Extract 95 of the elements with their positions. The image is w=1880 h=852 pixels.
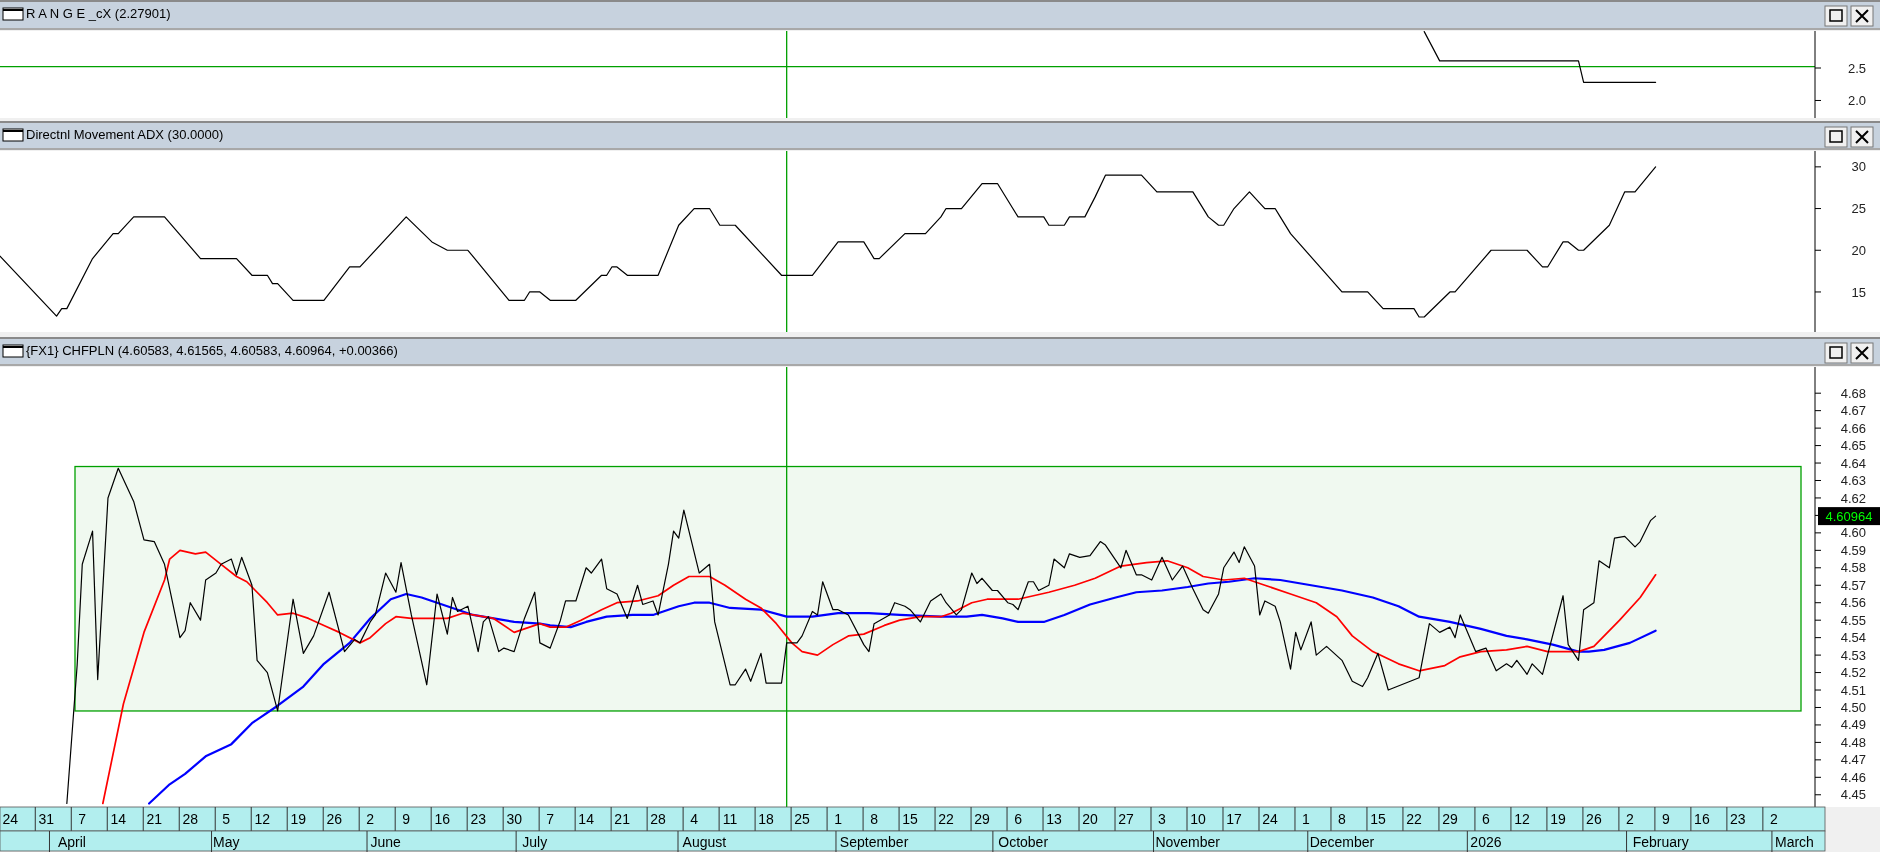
x-tick-label: 12	[1514, 811, 1530, 827]
x-tick-label: 1	[834, 811, 843, 827]
x-tick-label: 12	[254, 811, 271, 827]
y-tick-label: 4.57	[1840, 577, 1866, 593]
x-tick-label: 6	[1482, 811, 1491, 827]
x-tick-label: 3	[1158, 811, 1167, 827]
x-tick-label: 22	[1406, 811, 1422, 827]
x-tick-label: 31	[38, 811, 55, 827]
x2-tick-label: March	[1774, 834, 1814, 850]
y-tick-label: 4.52	[1840, 665, 1866, 681]
x-tick-label: 29	[974, 811, 991, 827]
x-tick-label: 19	[290, 811, 307, 827]
x-tick-label: 11	[722, 811, 738, 827]
y-tick-label: 30	[1851, 159, 1866, 175]
x-tick-label: 23	[1730, 811, 1746, 827]
y-tick-label: 4.64	[1840, 455, 1866, 471]
x-tick-label: 26	[326, 811, 343, 827]
x-tick-label: 9	[402, 811, 411, 827]
x2-tick-label: June	[370, 834, 402, 850]
x2-tick-label: 2026	[1470, 834, 1502, 850]
x-tick-label: 23	[470, 811, 487, 827]
y-tick-label: 4.53	[1840, 647, 1866, 663]
y-tick-label: 4.51	[1840, 682, 1866, 698]
chart-title: Directnl Movement ADX (30.0000)	[26, 127, 224, 142]
x-tick-label: 6	[1014, 811, 1023, 827]
x-tick-label: 2	[1626, 811, 1634, 827]
x-tick-label: 1	[1302, 811, 1311, 827]
x-tick-label: 21	[614, 811, 631, 827]
y-tick-label: 4.46	[1840, 769, 1866, 785]
y-tick-label: 4.62	[1840, 490, 1866, 506]
y-tick-label: 4.45	[1840, 787, 1866, 803]
x2-tick-label: April	[57, 834, 86, 850]
x-tick-label: 5	[222, 811, 231, 827]
x-tick-label: 2	[1769, 811, 1778, 827]
x-tick-label: 15	[902, 811, 919, 827]
x-tick-label: 4	[690, 811, 699, 827]
x-tick-label: 16	[1694, 811, 1710, 827]
x-tick-label: 19	[1550, 811, 1566, 827]
x-tick-label: 18	[758, 811, 775, 827]
y-tick-label: 4.68	[1840, 385, 1866, 401]
y-tick-label: 2.5	[1847, 60, 1866, 76]
x-tick-label: 25	[794, 811, 811, 827]
y-tick-label: 4.65	[1840, 438, 1866, 454]
x-tick-label: 10	[1190, 811, 1206, 827]
x2-tick-label: September	[839, 834, 909, 850]
x-tick-label: 14	[578, 811, 595, 827]
y-tick-label: 4.66	[1840, 420, 1866, 436]
x-tick-label: 22	[938, 811, 955, 827]
x-tick-label: 26	[1586, 811, 1602, 827]
x2-tick-label: December	[1309, 834, 1375, 850]
y-tick-label: 25	[1851, 201, 1866, 217]
y-tick-label: 4.55	[1840, 612, 1866, 628]
y-tick-label: 4.48	[1840, 734, 1866, 750]
y-tick-label: 4.67	[1840, 403, 1866, 419]
x-tick-label: 28	[182, 811, 199, 827]
x2-tick-label: October	[998, 834, 1049, 850]
chart-title: {FX1} CHFPLN (4.60583, 4.61565, 4.60583, 4.60964, +0.00366)	[26, 343, 398, 358]
x-tick-label: 7	[546, 811, 555, 827]
x-tick-label: 8	[870, 811, 879, 827]
y-tick-label: 4.59	[1840, 542, 1866, 558]
x2-tick-label: November	[1155, 834, 1221, 850]
y-tick-label: 4.58	[1840, 560, 1866, 576]
x-tick-label: 24	[2, 811, 19, 827]
chart-title: R A N G E _cX (2.27901)	[26, 6, 171, 21]
y-tick-label: 4.49	[1840, 717, 1866, 733]
y-tick-label: 4.47	[1840, 752, 1866, 768]
y-tick-label: 4.50	[1840, 700, 1866, 716]
y-tick-label: 4.60	[1840, 525, 1866, 541]
x-tick-label: 17	[1226, 811, 1242, 827]
y-tick-label: 4.63	[1840, 473, 1866, 489]
y-tick-label: 15	[1851, 284, 1866, 300]
y-tick-label: 20	[1851, 242, 1866, 258]
text: 4.60964	[1825, 508, 1873, 524]
y-tick-label: 4.54	[1840, 630, 1866, 646]
x-tick-label: 24	[1262, 811, 1278, 827]
x2-tick-label: August	[682, 834, 727, 850]
x-tick-label: 20	[1082, 811, 1099, 827]
x-tick-label: 7	[78, 811, 87, 827]
x-tick-label: 21	[146, 811, 163, 827]
x-tick-label: 8	[1338, 811, 1347, 827]
y-tick-label: 4.56	[1840, 595, 1866, 611]
x-tick-label: 29	[1442, 811, 1458, 827]
x-tick-label: 30	[506, 811, 523, 827]
x2-tick-label: July	[522, 834, 548, 850]
x-tick-label: 13	[1046, 811, 1063, 827]
x-tick-label: 9	[1661, 811, 1670, 827]
x-tick-label: 2	[366, 811, 375, 827]
y-tick-label: 2.0	[1847, 93, 1866, 109]
x-tick-label: 16	[434, 811, 451, 827]
x-tick-label: 27	[1118, 811, 1135, 827]
x-tick-label: 15	[1370, 811, 1386, 827]
x-tick-label: 28	[650, 811, 667, 827]
x2-tick-label: February	[1632, 834, 1689, 850]
x2-tick-label: May	[213, 834, 240, 850]
x-tick-label: 14	[110, 811, 127, 827]
